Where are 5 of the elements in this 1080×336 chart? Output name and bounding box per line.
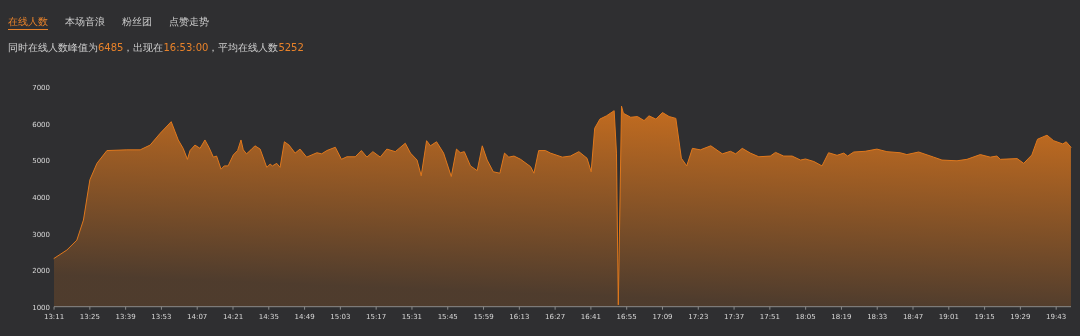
chart-subtitle: 同时在线人数峰值为6485，出现在16:53:00，平均在线人数5252 [8, 42, 304, 53]
text: 点赞走势 [169, 16, 209, 27]
text: 粉丝团 [122, 16, 152, 27]
text: 在线人数 [8, 16, 48, 27]
text: 本场音浪 [65, 16, 105, 27]
